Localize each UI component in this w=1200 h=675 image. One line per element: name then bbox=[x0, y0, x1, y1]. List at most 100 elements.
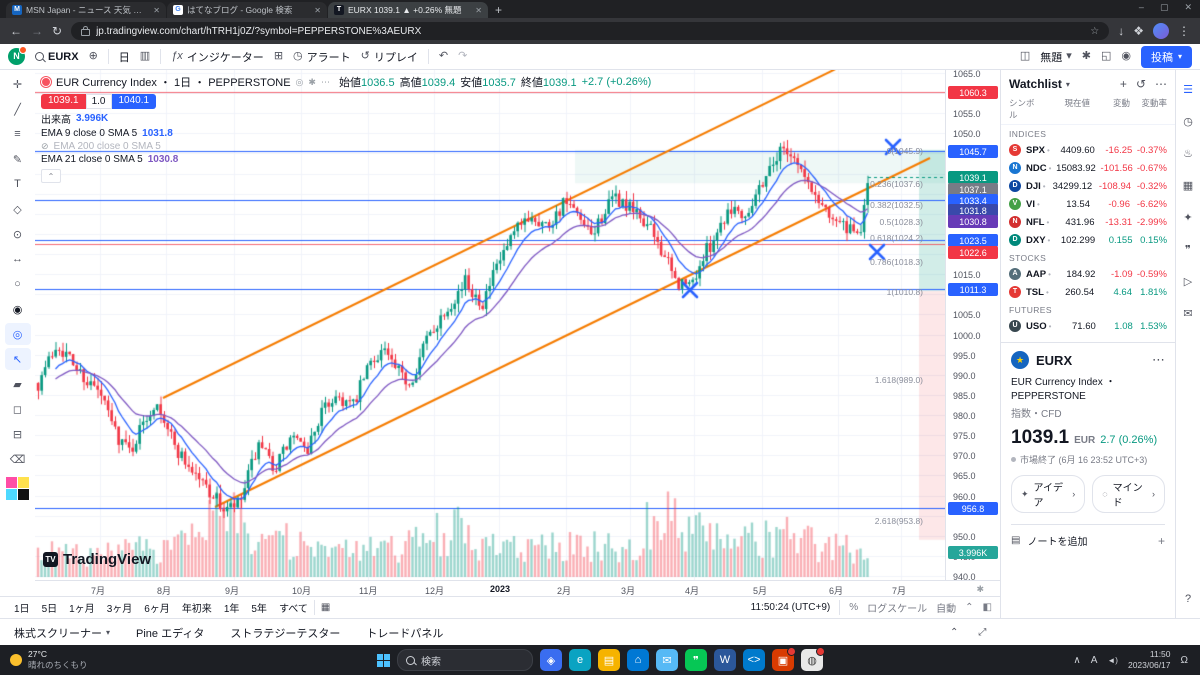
line-icon[interactable]: ❞ bbox=[685, 649, 707, 671]
palette-swatch[interactable] bbox=[6, 477, 17, 488]
fib-retracement-tool[interactable]: ≡ bbox=[14, 128, 21, 140]
drawings-visibility-tool[interactable]: ◎ bbox=[4, 323, 31, 345]
percent-scale-button[interactable]: % bbox=[849, 602, 859, 613]
eye-off-icon[interactable]: ⊘ bbox=[41, 141, 49, 151]
auto-scale-button[interactable]: 自動 bbox=[936, 604, 957, 615]
price-label-chip[interactable]: 1031.8 bbox=[948, 204, 998, 217]
download-icon[interactable]: ↓ bbox=[1118, 24, 1125, 38]
browser-tab[interactable]: G はてなブログ - Google 検索 ✕ bbox=[167, 2, 327, 18]
calendar-rail-icon[interactable]: ▦ bbox=[1182, 179, 1194, 192]
panel-expand-chevron-icon[interactable]: ⌃ bbox=[950, 627, 959, 638]
fullscreen-icon[interactable]: ◱ bbox=[1100, 50, 1112, 62]
symbol-name[interactable]: EURX bbox=[1036, 352, 1073, 368]
price-label-chip[interactable]: 1060.3 bbox=[948, 86, 998, 99]
magnet-tool[interactable]: ◉ bbox=[12, 303, 23, 316]
watchlist-row[interactable]: D DXY • 102.299 0.155 0.15% bbox=[1001, 231, 1175, 249]
legend-collapse-button[interactable]: ⌃ bbox=[41, 169, 61, 183]
indicators-button[interactable]: ƒx インジケーター bbox=[171, 49, 264, 65]
watchlist-section-header[interactable]: INDICES bbox=[1009, 129, 1047, 139]
panel-maximize-icon[interactable]: ⤢ bbox=[978, 627, 987, 638]
weather-widget[interactable]: 27°C 晴れのちくもり bbox=[0, 649, 170, 670]
tab-close-icon[interactable]: ✕ bbox=[314, 5, 321, 15]
watchlist-row[interactable]: A AAP • 184.92 -1.09 -0.59% bbox=[1001, 265, 1175, 283]
watchlist-row[interactable]: T TSL • 260.54 4.64 1.81% bbox=[1001, 283, 1175, 301]
series-title[interactable]: EUR Currency Index ・ 1日 ・ PEPPERSTONE bbox=[56, 77, 291, 89]
trendline-tool[interactable]: ╱ bbox=[14, 103, 21, 116]
close-icon[interactable]: ✕ bbox=[1184, 2, 1192, 12]
palette-swatch[interactable] bbox=[18, 477, 29, 488]
copilot-icon[interactable]: ◈ bbox=[540, 649, 562, 671]
volume-icon[interactable]: ◄) bbox=[1107, 655, 1118, 665]
range-button[interactable]: 6ヶ月 bbox=[144, 604, 170, 615]
interval-button[interactable]: 日 bbox=[118, 51, 130, 64]
taskbar-search-box[interactable]: 検索 bbox=[397, 649, 533, 671]
minimize-icon[interactable]: – bbox=[1138, 2, 1144, 12]
cursor-arrow-tool[interactable]: ↖ bbox=[4, 348, 31, 370]
prediction-tool[interactable]: ⊙ bbox=[12, 228, 23, 241]
range-button[interactable]: 1日 bbox=[14, 604, 30, 615]
maximize-icon[interactable]: ▢ bbox=[1159, 2, 1169, 12]
start-button[interactable] bbox=[377, 653, 390, 667]
browser-tab[interactable]: M MSN Japan - ニュース 天気 メール ✕ bbox=[6, 2, 166, 18]
browser-tab[interactable]: T EURX 1039.1 ▲ +0.26% 無題 ✕ bbox=[328, 2, 488, 18]
crosshair-tool[interactable]: ✛ bbox=[12, 78, 23, 91]
layout-icon[interactable]: ◫ bbox=[1019, 50, 1031, 62]
price-label-chip[interactable]: 1011.3 bbox=[948, 283, 998, 296]
bottom-panel-tab[interactable]: トレードパネル bbox=[366, 625, 443, 641]
minds-button[interactable]: ◌ マインド › bbox=[1092, 475, 1165, 513]
range-button[interactable]: 1年 bbox=[223, 604, 240, 615]
palette-swatch[interactable] bbox=[6, 489, 17, 500]
game-icon[interactable]: ▣ bbox=[772, 647, 796, 671]
bottom-panel-tab[interactable]: Pine エディタ bbox=[136, 625, 204, 641]
price-label-chip[interactable]: 1039.1 bbox=[948, 171, 998, 184]
text-tool[interactable]: T bbox=[14, 178, 21, 190]
palette-swatch[interactable] bbox=[18, 489, 29, 500]
ideas-rail-icon[interactable]: ✦ bbox=[1183, 211, 1193, 224]
back-icon[interactable]: ← bbox=[10, 24, 22, 38]
range-button[interactable]: 3ヶ月 bbox=[106, 604, 133, 615]
replay-button[interactable]: ↺ リプレイ bbox=[361, 49, 418, 65]
indicator-legend-row[interactable]: EMA 9 close 0 SMA 5 1031.8 bbox=[41, 128, 651, 139]
settings-gear-icon[interactable]: ✱ bbox=[1081, 50, 1091, 62]
collapse-chevron-icon[interactable]: ⌃ bbox=[965, 602, 974, 613]
user-avatar[interactable]: N bbox=[8, 46, 27, 65]
lock-drawings-tool[interactable]: ⊟ bbox=[12, 428, 23, 441]
new-tab-button[interactable]: + bbox=[495, 3, 503, 17]
delete-drawings-tool[interactable]: ⌫ bbox=[9, 453, 26, 466]
watchlist-title[interactable]: Watchlist bbox=[1009, 77, 1062, 91]
undo-icon[interactable]: ↶ bbox=[438, 50, 449, 62]
highlighter-tool[interactable]: ▰ bbox=[13, 378, 22, 391]
edge-icon[interactable]: e bbox=[569, 649, 591, 671]
sell-price-button[interactable]: 1039.1 bbox=[41, 94, 86, 109]
price-chart-canvas[interactable] bbox=[35, 70, 945, 580]
redo-icon[interactable]: ↷ bbox=[458, 50, 468, 62]
eye-icon[interactable]: ◎ bbox=[295, 76, 304, 87]
chat-rail-icon[interactable]: ❞ bbox=[1185, 243, 1191, 256]
compare-icon[interactable]: ⊕ bbox=[88, 50, 98, 62]
alerts-rail-icon[interactable]: ◷ bbox=[1183, 115, 1193, 128]
more-icon[interactable]: ⋯ bbox=[320, 76, 330, 87]
ideas-button[interactable]: ✦ アイデア › bbox=[1011, 475, 1086, 513]
tray-chevron-icon[interactable]: ∧ bbox=[1073, 654, 1081, 666]
symbol-more-icon[interactable]: ⋯ bbox=[1152, 352, 1165, 367]
clock-text[interactable]: 11:50:24 (UTC+9) bbox=[750, 602, 831, 613]
extensions-icon[interactable]: ❖ bbox=[1133, 24, 1144, 38]
browser-menu-icon[interactable]: ⋮ bbox=[1178, 24, 1190, 38]
watchlist-section-header[interactable]: STOCKS bbox=[1009, 253, 1047, 263]
help-rail-icon[interactable]: ? bbox=[1184, 593, 1192, 605]
price-label-chip[interactable]: 1030.8 bbox=[948, 215, 998, 228]
pattern-tool[interactable]: ◇ bbox=[13, 203, 22, 216]
lock-icon[interactable] bbox=[81, 26, 91, 36]
notification-bell-icon[interactable]: Ω bbox=[1180, 654, 1188, 666]
mail-icon[interactable]: ✉ bbox=[656, 649, 678, 671]
price-label-chip[interactable]: 3.996K bbox=[948, 546, 998, 559]
tab-close-icon[interactable]: ✕ bbox=[153, 5, 160, 15]
ime-indicator[interactable]: A bbox=[1090, 654, 1098, 666]
time-axis[interactable]: ✱ 7月 8月 9月 10月 11月 12月 2023 2月 3月 4月 5月 6月 7月 bbox=[35, 580, 1000, 597]
watchlist-row[interactable]: D DJI • 34299.12 -108.94 -0.32% bbox=[1001, 177, 1175, 195]
price-label-chip[interactable]: 1037.1 bbox=[948, 183, 998, 196]
watchlist-row[interactable]: N NFL • 431.96 -13.31 -2.99% bbox=[1001, 213, 1175, 231]
watchlist-row[interactable]: V VI • 13.54 -0.96 -6.62% bbox=[1001, 195, 1175, 213]
bottom-panel-tab[interactable]: ストラテジーテスター bbox=[230, 625, 340, 641]
watchlist-section-header[interactable]: FUTURES bbox=[1009, 305, 1052, 315]
